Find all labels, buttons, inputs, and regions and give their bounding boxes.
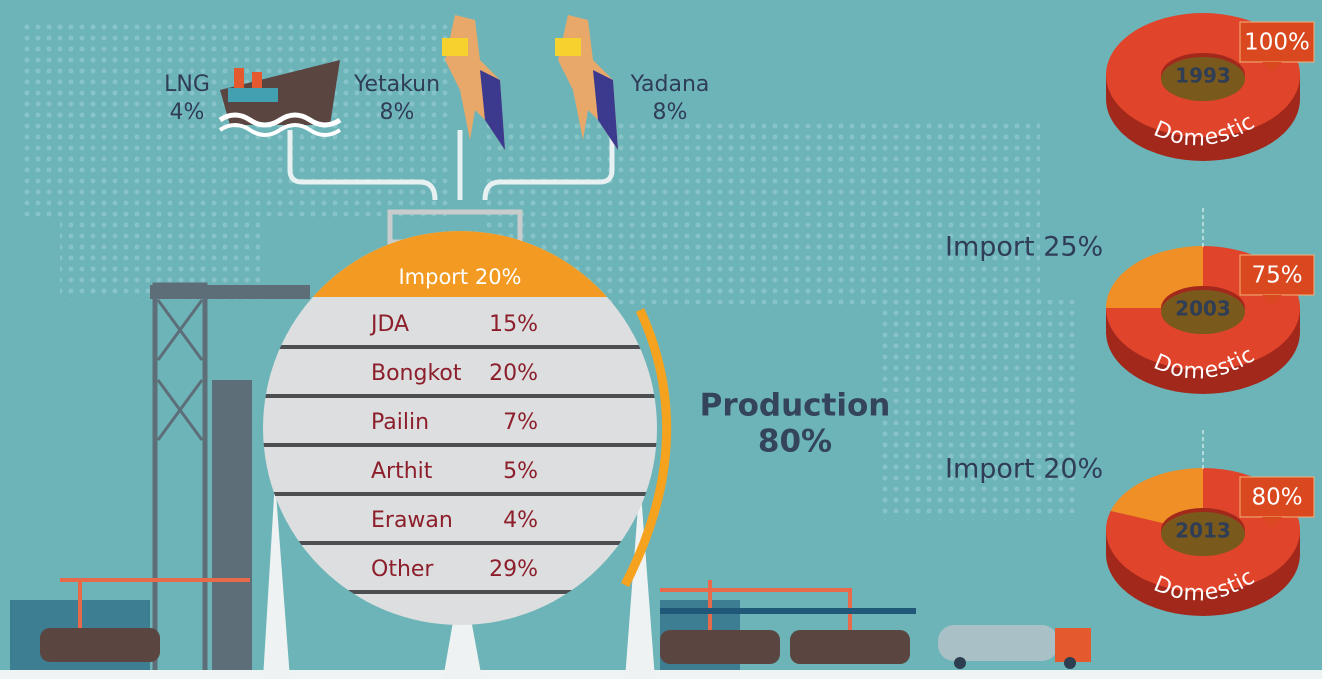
production-share: 80% [758,424,832,460]
source-share: 8% [380,100,415,125]
infographic: LNG 4% Yetakun 8% Yadana 8% Import 20% P… [0,0,1322,679]
row-share: 4% [503,508,538,533]
row-divider [250,394,670,398]
row-divider [250,443,670,447]
domestic-share: 75% [1251,263,1302,289]
row-share: 15% [489,312,538,337]
row-divider [250,541,670,545]
tank-import: Import 20% [398,265,521,289]
row-share: 20% [489,361,538,386]
source-share: 4% [170,100,205,125]
source-name: Yadana [630,72,710,97]
year: 2013 [1175,519,1231,543]
row-share: 5% [503,459,538,484]
source-name: LNG [164,72,210,97]
production-label: Production [700,388,891,424]
row-divider [250,492,670,496]
year: 2003 [1175,297,1231,321]
source-name: Yetakun [353,72,440,97]
row-divider [250,345,670,349]
row-name: Pailin [371,410,429,435]
row-share: 7% [503,410,538,435]
domestic-share: 80% [1251,485,1302,511]
import-label: Import 20% [945,454,1103,485]
row-share: 29% [489,557,538,582]
page: LNG 4% Yetakun 8% Yadana 8% Import 20% P… [0,0,1322,679]
row-name: Other [371,557,434,582]
row-name: Erawan [371,508,453,533]
source-share: 8% [653,100,688,125]
row-divider [250,590,670,594]
year: 1993 [1175,64,1231,88]
row-name: Bongkot [371,361,462,386]
import-label: Import 25% [945,232,1103,263]
row-name: JDA [369,312,409,337]
domestic-share: 100% [1244,30,1310,56]
row-name: Arthit [371,459,433,484]
